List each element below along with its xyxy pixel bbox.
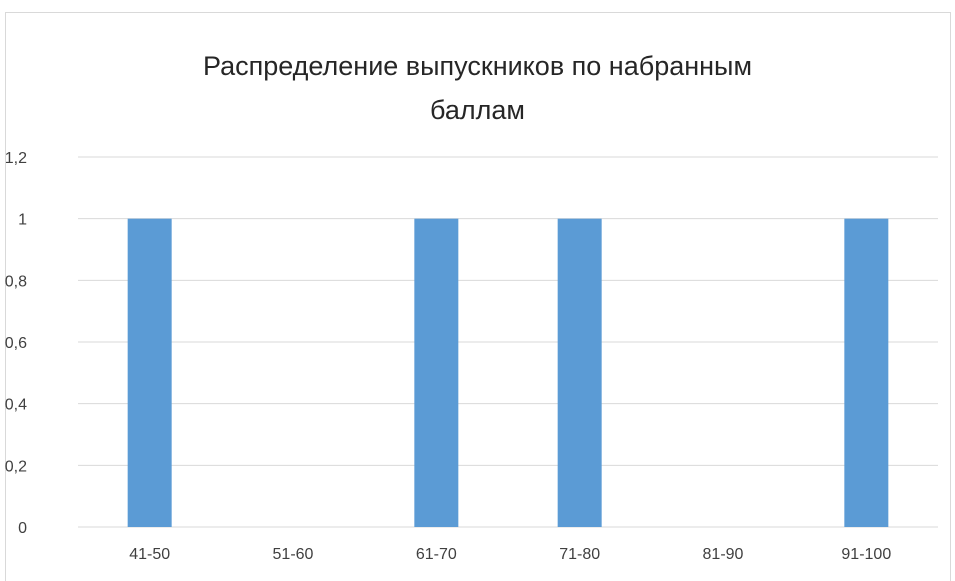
y-tick-label: 1 bbox=[18, 212, 27, 229]
x-tick-label: 71-80 bbox=[559, 546, 600, 563]
bar-61-70 bbox=[414, 218, 459, 527]
chart-title-line-1: Распределение выпускников по набранным bbox=[202, 51, 753, 81]
x-tick-label: 81-90 bbox=[703, 546, 744, 563]
x-tick-label: 51-60 bbox=[273, 546, 314, 563]
bar-41-50 bbox=[127, 218, 172, 527]
y-tick-label: 1,2 bbox=[5, 150, 27, 167]
chart-title-line-2: баллам bbox=[430, 95, 525, 125]
chart-title: Распределение выпускников по набранным б… bbox=[0, 44, 955, 132]
y-tick-label: 0,4 bbox=[5, 397, 27, 414]
y-tick-label: 0,8 bbox=[5, 273, 27, 290]
y-tick-label: 0 bbox=[18, 520, 27, 537]
x-tick-label: 61-70 bbox=[416, 546, 457, 563]
y-tick-label: 0,6 bbox=[5, 335, 27, 352]
y-tick-label: 0,2 bbox=[5, 458, 27, 475]
bar-71-80 bbox=[557, 218, 602, 527]
x-tick-label: 91-100 bbox=[841, 546, 891, 563]
x-tick-label: 41-50 bbox=[129, 546, 170, 563]
bar-91-100 bbox=[844, 218, 889, 527]
